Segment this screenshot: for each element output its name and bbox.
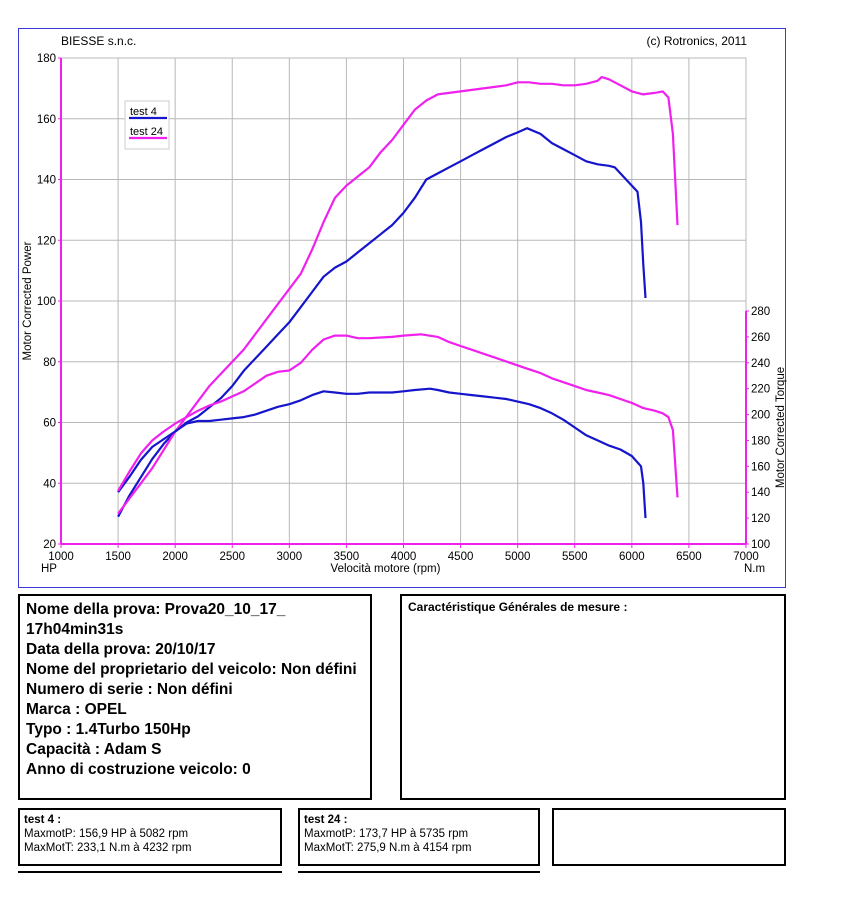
y-right-tick-label: 220 bbox=[751, 384, 770, 396]
y-left-tick-label: 180 bbox=[37, 53, 56, 65]
result-max-torque: MaxMotT: 275,9 N.m à 4154 rpm bbox=[304, 842, 472, 854]
y-right-tick-label: 280 bbox=[751, 306, 770, 318]
info-serial: Numero di serie : Non défini bbox=[26, 681, 233, 698]
legend-label: test 24 bbox=[130, 126, 163, 138]
header-copyright: (c) Rotronics, 2011 bbox=[647, 34, 748, 48]
y-right-tick-label: 180 bbox=[751, 435, 770, 447]
series-line-test-24-torque bbox=[117, 333, 679, 498]
x-tick-label: 5500 bbox=[562, 551, 588, 563]
x-tick-label: 5000 bbox=[505, 551, 531, 563]
info-test-date: Data della prova: 20/10/17 bbox=[26, 641, 216, 658]
series-line-test-4-torque bbox=[117, 387, 647, 519]
legend-box bbox=[124, 100, 170, 150]
x-tick-label: 3000 bbox=[277, 551, 303, 563]
result-test-24: test 24 : MaxmotP: 173,7 HP à 5735 rpm M… bbox=[298, 808, 540, 866]
result-max-power: MaxmotP: 156,9 HP à 5082 rpm bbox=[24, 828, 189, 840]
dyno-chart: BIESSE s.n.c. (c) Rotronics, 2011 1000 15… bbox=[18, 28, 787, 588]
measure-panel: Caractéristique Générales de mesure : bbox=[400, 594, 786, 800]
measure-title: Caractéristique Générales de mesure : bbox=[408, 600, 628, 614]
result-title: test 4 : bbox=[24, 814, 62, 826]
result-max-power: MaxmotP: 173,7 HP à 5735 rpm bbox=[304, 828, 469, 840]
y-right-tick-label: 120 bbox=[751, 513, 770, 525]
y-left-tick-label: 60 bbox=[43, 418, 56, 430]
left-unit-label: HP bbox=[41, 563, 57, 575]
info-test-name: Nome della prova: Prova20_10_17_ 17h04mi… bbox=[26, 601, 286, 638]
y-right-tick-label: 240 bbox=[751, 358, 770, 370]
series-line-test-4-power bbox=[117, 127, 647, 518]
x-tick-label: 4500 bbox=[448, 551, 474, 563]
y-right-tick-label: 200 bbox=[751, 410, 770, 422]
header-company: BIESSE s.n.c. bbox=[61, 34, 136, 48]
test-info-panel: Nome della prova: Prova20_10_17_ 17h04mi… bbox=[18, 594, 372, 800]
info-owner: Nome del proprietario del veicolo: Non d… bbox=[26, 661, 357, 678]
info-year: Anno di costruzione veicolo: 0 bbox=[26, 761, 251, 778]
info-capacity: Capacità : Adam S bbox=[26, 741, 162, 758]
y-left-tick-label: 40 bbox=[43, 478, 56, 490]
x-tick-label: 6000 bbox=[619, 551, 645, 563]
y-left-tick-label: 140 bbox=[37, 175, 56, 187]
y-right-tick-label: 140 bbox=[751, 487, 770, 499]
result-max-torque: MaxMotT: 233,1 N.m à 4232 rpm bbox=[24, 842, 192, 854]
y-left-tick-label: 160 bbox=[37, 114, 56, 126]
y-right-axis-title: Motor Corrected Torque bbox=[775, 367, 787, 488]
y-right-tick-label: 100 bbox=[751, 539, 770, 551]
grid-lines bbox=[60, 57, 747, 545]
info-brand: Marca : OPEL bbox=[26, 701, 127, 718]
y-left-tick-label: 80 bbox=[43, 357, 56, 369]
series-line-test-24-power bbox=[117, 76, 679, 515]
info-type: Typo : 1.4Turbo 150Hp bbox=[26, 721, 191, 738]
x-axis-title: Velocità motore (rpm) bbox=[331, 563, 441, 575]
x-tick-label: 2000 bbox=[162, 551, 188, 563]
result-test-4: test 4 : MaxmotP: 156,9 HP à 5082 rpm Ma… bbox=[18, 808, 282, 866]
x-tick-label: 7000 bbox=[733, 551, 759, 563]
y-left-tick-label: 120 bbox=[37, 235, 56, 247]
x-tick-label: 4000 bbox=[391, 551, 417, 563]
right-unit-label: N.m bbox=[744, 563, 765, 575]
y-left-tick-label: 20 bbox=[43, 539, 56, 551]
y-left-axis-title: Motor Corrected Power bbox=[22, 241, 34, 360]
x-tick-label: 1000 bbox=[48, 551, 74, 563]
chart-svg: BIESSE s.n.c. (c) Rotronics, 2011 1000 15… bbox=[22, 34, 787, 575]
result-underline bbox=[18, 871, 282, 873]
result-title: test 24 : bbox=[304, 814, 348, 826]
axes: 1000 1500 2000 2500 3000 3500 4000 4500 5000 5500… bbox=[22, 53, 787, 575]
y-right-tick-label: 260 bbox=[751, 332, 770, 344]
x-tick-label: 1500 bbox=[105, 551, 131, 563]
x-tick-label: 3500 bbox=[334, 551, 360, 563]
x-tick-label: 2500 bbox=[219, 551, 245, 563]
result-underline bbox=[298, 871, 540, 873]
series-lines bbox=[117, 76, 679, 519]
legend: test 4 test 24 bbox=[124, 100, 170, 150]
y-right-tick-label: 160 bbox=[751, 461, 770, 473]
legend-label: test 4 bbox=[130, 106, 157, 118]
x-tick-label: 6500 bbox=[676, 551, 702, 563]
empty-result-panel bbox=[552, 808, 786, 866]
y-left-tick-label: 100 bbox=[37, 296, 56, 308]
